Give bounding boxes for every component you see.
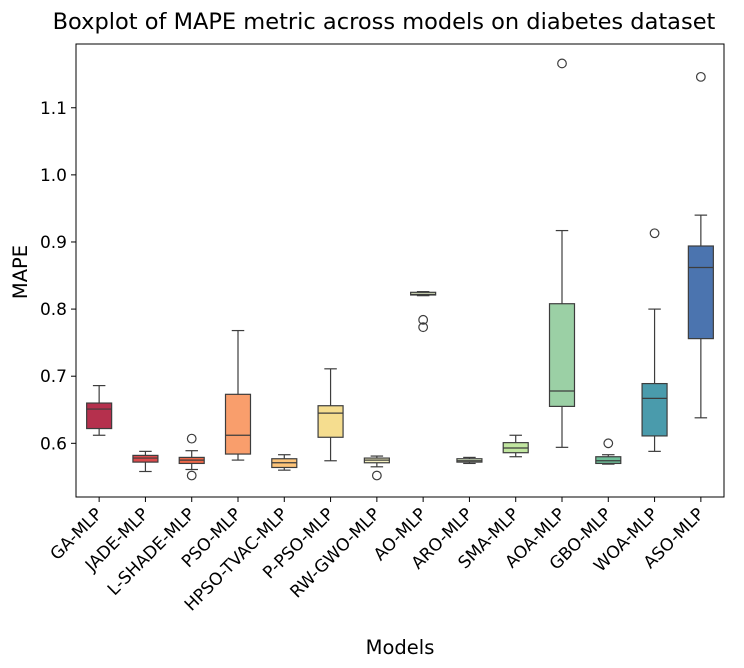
iqr-box [317, 405, 344, 438]
y-tick-label: 0.6 [40, 434, 67, 454]
x-axis: GA-MLPJADE-MLPL-SHADE-MLPPSO-MLPHPSO-TVA… [47, 497, 708, 615]
iqr-box [224, 393, 252, 455]
box-group [224, 329, 252, 461]
y-tick-label: 1.0 [40, 166, 67, 186]
y-tick-label: 1.1 [40, 99, 67, 119]
box-group [502, 434, 529, 458]
box-group [687, 71, 714, 419]
outlier-point [603, 438, 614, 449]
y-tick-label: 0.7 [40, 367, 67, 387]
box-group [410, 291, 437, 333]
box-group [363, 455, 390, 481]
y-axis-label: MAPE [9, 245, 32, 299]
box-group [456, 456, 483, 465]
plot-area [86, 58, 714, 481]
box-group [641, 228, 668, 452]
iqr-box [548, 303, 576, 408]
chart-title: Boxplot of MAPE metric across models on … [53, 9, 716, 35]
box-group [548, 58, 576, 448]
iqr-box [641, 382, 668, 437]
outlier-point [371, 470, 382, 481]
iqr-box [86, 402, 113, 430]
outlier-point [186, 433, 197, 444]
y-axis: 0.6 0.7 0.8 0.9 1.0 1.1 [40, 99, 76, 454]
x-axis-label: Models [366, 636, 435, 659]
outlier-point [557, 58, 567, 69]
plot-frame [75, 43, 725, 498]
outlier-point [418, 322, 429, 333]
iqr-box [687, 245, 714, 340]
iqr-box [595, 456, 622, 465]
box-group [132, 450, 159, 473]
y-tick-label: 0.8 [40, 300, 67, 320]
box-group [271, 454, 298, 471]
outlier-point [418, 314, 429, 325]
y-tick-label: 0.9 [40, 233, 67, 253]
iqr-box [132, 454, 159, 463]
outlier-point [649, 228, 660, 239]
outlier-point [186, 470, 197, 481]
box-group [317, 368, 344, 462]
iqr-box [410, 291, 437, 296]
box-group [178, 433, 205, 481]
box-group [86, 384, 113, 436]
outlier-point [695, 71, 706, 82]
box-group [595, 438, 622, 465]
